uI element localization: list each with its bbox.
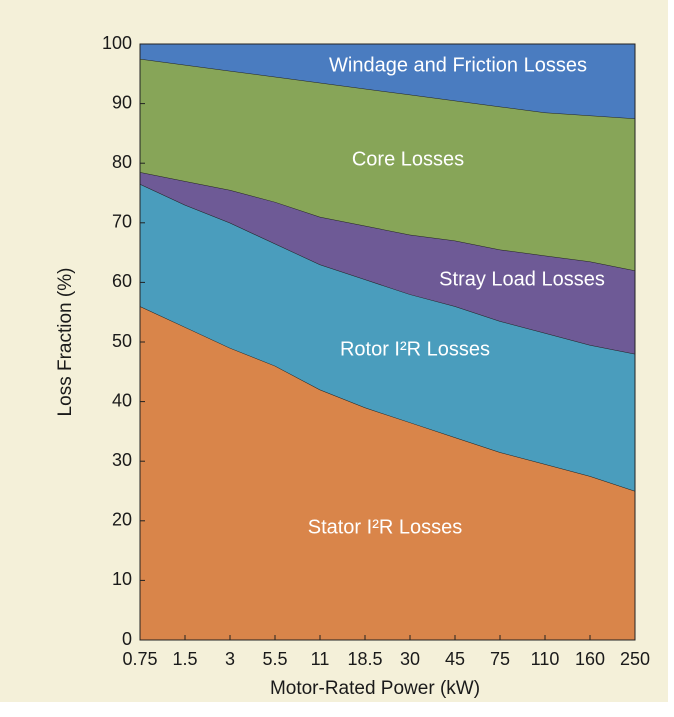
- y-tick-label: 70: [112, 212, 132, 232]
- x-tick-label: 75: [490, 649, 510, 669]
- area: [140, 58, 635, 271]
- area-label: Windage and Friction Losses: [329, 54, 587, 76]
- area: [140, 184, 635, 491]
- y-tick-label: 10: [112, 569, 132, 589]
- x-tick-label: 160: [575, 649, 605, 669]
- x-tick-label: 11: [311, 649, 330, 669]
- x-tick-label: 1.5: [172, 649, 197, 669]
- y-tick-label: 90: [112, 92, 132, 112]
- area-label: Stray Load Losses: [439, 268, 605, 290]
- x-tick-label: 0.75: [122, 649, 157, 669]
- y-tick-label: 100: [102, 33, 132, 53]
- x-tick-label: 5.5: [262, 649, 287, 669]
- x-tick-label: 30: [400, 649, 420, 669]
- area: [140, 172, 635, 354]
- y-tick-label: 20: [112, 510, 132, 530]
- x-tick-label: 3: [225, 649, 235, 669]
- x-tick-label: 18.5: [347, 649, 382, 669]
- y-axis-title: Loss Fraction (%): [55, 268, 76, 417]
- area-label: Rotor I²R Losses: [340, 338, 490, 360]
- x-axis-title: Motor-Rated Power (kW): [270, 678, 480, 699]
- y-tick-label: 80: [112, 152, 132, 172]
- y-tick-label: 60: [112, 271, 132, 291]
- area-label: Stator I²R Losses: [308, 516, 463, 538]
- area: [140, 306, 635, 640]
- area: [140, 44, 635, 119]
- x-tick-label: 250: [620, 649, 650, 669]
- x-tick-label: 110: [531, 649, 560, 669]
- area-label: Core Losses: [352, 148, 464, 170]
- y-tick-label: 30: [112, 450, 132, 470]
- y-tick-label: 40: [112, 390, 132, 410]
- y-tick-label: 50: [112, 331, 132, 351]
- y-tick-label: 0: [122, 629, 132, 649]
- x-tick-label: 45: [445, 649, 465, 669]
